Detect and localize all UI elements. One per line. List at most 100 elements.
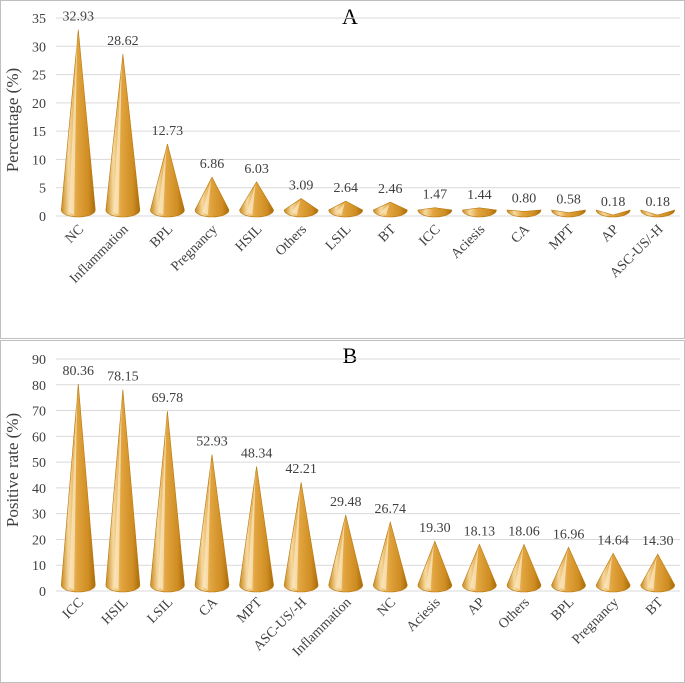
cone-bar [551,546,586,593]
cone-bar [150,143,185,218]
cone-bar [595,552,631,593]
x-tick-label: Pregnancy [570,595,622,647]
x-tick-label: Pregnancy [168,222,220,274]
cone-highlight [247,183,256,215]
data-label: 26.74 [375,502,407,517]
x-tick-label: MPT [546,222,577,253]
panel-b-y-ticks: 0 10 20 30 40 50 60 70 80 90 [32,353,46,600]
cone-highlight [291,200,301,215]
y-tick-label: 60 [32,430,46,445]
panel-b-title: B [343,343,358,368]
cone-body [595,552,631,593]
data-label: 80.36 [63,364,95,379]
y-tick-label: 15 [32,125,46,140]
cone-body [328,514,364,593]
cone-bar [105,54,141,218]
data-label: 48.34 [241,446,273,461]
data-label: 32.93 [63,10,95,25]
data-label: 16.96 [553,527,585,542]
cone-highlight [202,179,211,215]
data-label: 12.73 [152,124,184,139]
y-tick-label: 0 [39,585,46,600]
data-label: 0.18 [645,195,670,210]
x-tick-label: ICC [60,595,87,622]
data-label: 0.80 [512,191,537,206]
cone-body [328,200,364,218]
y-tick-label: 40 [32,482,46,497]
cone-bar [60,383,96,593]
data-label: 2.64 [333,181,358,196]
cone-body [506,543,542,593]
y-tick-label: 90 [32,353,46,368]
cone-body [372,520,408,593]
data-label: 3.09 [289,179,314,194]
data-label: 19.30 [419,521,451,536]
cone-body [105,54,141,218]
cone-bar [328,200,364,218]
cone-bar [239,181,274,218]
y-tick-label: 50 [32,456,46,471]
cone-bar [462,543,497,593]
cone-body [239,181,274,218]
x-tick-label: NC [375,595,399,619]
y-tick-label: 20 [32,533,46,548]
panel-b-data-labels: 80.36 78.15 69.78 52.93 48.34 42.21 29.48 26.74… [63,364,674,549]
panel-a-y-axis-label: Percentage (%) [3,68,22,172]
cone-highlight [291,484,301,590]
cone-bar [150,411,185,593]
cone-bar [283,482,319,593]
cone-highlight [202,456,211,590]
x-tick-label: ICC [417,222,444,249]
data-label: 52.93 [196,435,228,450]
x-tick-label: Others [496,595,533,632]
cone-bar [105,389,141,593]
y-tick-label: 35 [32,12,46,27]
data-label: 0.18 [601,195,626,210]
cone-bar [372,520,408,593]
x-tick-label: LSIL [323,222,355,254]
data-label: 14.30 [642,534,674,549]
cone-highlight [559,549,568,590]
data-label: 2.46 [378,182,403,197]
panel-b-bars [60,383,676,593]
cone-bar [194,454,230,593]
cone-highlight [603,555,613,590]
cone-body [283,482,319,593]
cone-bar [640,209,676,218]
panel-b-gridlines [56,358,680,592]
cone-body [60,29,96,218]
x-tick-label: HSIL [233,222,266,255]
panel-a-border [0,0,685,339]
cone-highlight [336,517,345,590]
cone-body [462,207,497,218]
cone-body [595,209,631,218]
cone-highlight [380,524,390,590]
cone-highlight [380,204,390,215]
cone-highlight [113,391,122,590]
data-label: 6.86 [200,157,225,172]
cone-body [640,209,676,218]
data-label: 1.44 [467,188,492,203]
cone-body [150,143,185,218]
cone-highlight [336,203,345,215]
cone-highlight [514,546,523,590]
cone-bar [60,29,96,218]
x-tick-label: AP [599,222,622,245]
cone-body [372,201,408,218]
cone-bar [462,207,497,218]
data-label: 18.06 [508,524,540,539]
panel-a-gridlines [56,17,680,217]
cone-body [506,209,542,218]
panel-a-bars [60,29,676,218]
cone-body [194,176,230,218]
y-tick-label: 80 [32,379,46,394]
x-tick-label: Aciesis [404,595,444,635]
chart-panel-a: A Percentage (%) 0 5 10 15 20 25 30 35 32.93 28.… [0,0,685,339]
panel-a-y-ticks: 0 5 10 15 20 25 30 35 [32,12,46,225]
cone-highlight [158,145,167,215]
cone-bar [595,209,631,218]
data-label: 6.03 [244,162,269,177]
data-label: 0.58 [556,193,581,208]
